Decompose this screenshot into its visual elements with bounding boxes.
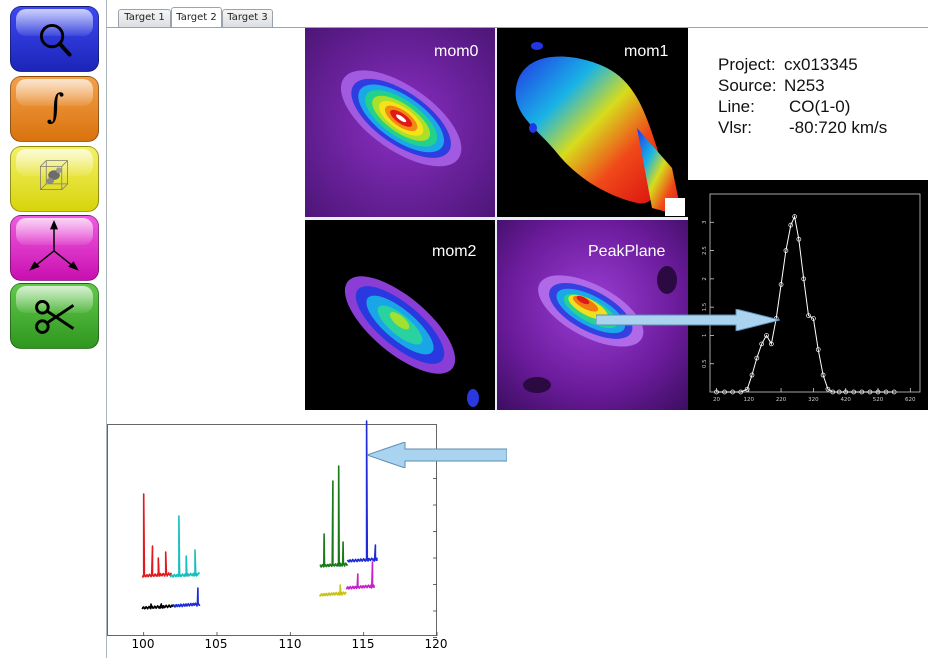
scissors-icon <box>35 300 75 334</box>
spectrum-point <box>759 341 765 347</box>
spectrum-point <box>778 282 784 287</box>
source-key: Source: <box>718 76 777 95</box>
spectrum-point <box>769 341 774 347</box>
mom0-map-image <box>305 28 495 217</box>
pointer-arrow <box>367 442 507 468</box>
spectrum-point <box>875 389 881 395</box>
spectrum-xtick-label: 20 <box>713 397 720 403</box>
spectrum-ytick-label: 0.5 <box>702 359 708 368</box>
tab-target-1[interactable]: Target 1 <box>118 9 171 27</box>
magnifier-icon <box>39 23 72 57</box>
axes-icon <box>29 219 79 271</box>
spectrum-point <box>811 316 816 321</box>
spectrum-xtick-label: 520 <box>873 397 884 403</box>
spectrum-ytick-label: 2.5 <box>702 246 708 255</box>
mom2-map-image <box>305 220 495 410</box>
lineplot-xtick: 120 <box>424 637 448 651</box>
vlsr-value: -80:720 km/s <box>789 118 888 137</box>
line-plot-frame <box>107 424 437 636</box>
spectral-trace <box>318 584 347 597</box>
spectrum-point <box>783 248 789 253</box>
search-button[interactable] <box>10 6 99 72</box>
project-value: cx013345 <box>784 55 858 74</box>
spectrum-ytick-label: 3 <box>702 220 708 224</box>
cube-view-button[interactable] <box>10 146 99 212</box>
lineplot-xtick: 110 <box>278 637 302 651</box>
spectrum-ytick-label: 1 <box>702 334 708 338</box>
source-value: N253 <box>784 76 825 95</box>
spectrum-point <box>788 222 794 228</box>
line-plot-canvas[interactable] <box>106 420 448 658</box>
spectrum-axes-frame <box>709 193 921 393</box>
spectrum-point <box>867 389 873 395</box>
spectrum-ytick-label: 2 <box>702 277 708 281</box>
cut-button[interactable] <box>10 283 99 349</box>
spectrum-xtick-label: 120 <box>744 397 755 403</box>
spectral-trace <box>319 465 349 568</box>
spectrum-point <box>815 347 821 352</box>
cube-icon <box>40 160 68 191</box>
vlsr-key: Vlsr: <box>718 118 752 137</box>
axes-button[interactable] <box>10 215 99 281</box>
spectral-trace <box>172 587 201 608</box>
mom1-map-panel[interactable]: mom1 <box>497 28 688 217</box>
line-key: Line: <box>718 97 755 116</box>
peakplane-label: PeakPlane <box>588 243 666 260</box>
spectrum-point <box>851 389 857 395</box>
lineplot-xtick: 100 <box>131 637 155 651</box>
mom0-label: mom0 <box>434 43 479 60</box>
lineplot-xtick: 115 <box>351 637 375 651</box>
tab-baseline <box>107 27 928 28</box>
project-key: Project: <box>718 55 776 74</box>
spectral-trace <box>141 603 174 610</box>
panel-gap <box>495 28 497 410</box>
tab-target-2[interactable]: Target 2 <box>171 7 222 28</box>
spectrum-point <box>749 372 755 378</box>
peak-to-spectrum-arrow <box>596 309 780 331</box>
spectral-trace <box>141 493 173 578</box>
spectrum-point <box>764 333 769 338</box>
spectrum-point <box>891 389 897 395</box>
integrate-button[interactable]: ∫ <box>10 76 99 142</box>
spectrum-line <box>716 214 895 393</box>
spectrum-plot[interactable]: 20 120 220 320 420 520 620 0.5 1 1.5 2 2.5 3 <box>688 180 928 410</box>
spectrum-point <box>754 355 760 361</box>
spectrum-point <box>744 386 750 392</box>
integral-icon: ∫ <box>46 87 65 127</box>
mom2-label: mom2 <box>432 243 477 260</box>
spectrum-xtick-label: 420 <box>840 397 851 403</box>
spectral-trace <box>169 515 201 578</box>
spectrum-point <box>820 372 826 378</box>
spectrum-point <box>843 389 849 395</box>
spectrum-point <box>830 389 836 395</box>
spectrum-point <box>730 389 735 395</box>
spectrum-point <box>859 389 865 395</box>
spectrum-xtick-label: 620 <box>905 397 916 403</box>
line-value: CO(1-0) <box>789 97 851 116</box>
mom1-label: mom1 <box>624 43 669 60</box>
mom2-map-panel[interactable]: mom2 <box>305 220 495 410</box>
mom0-map-panel[interactable]: mom0 <box>305 28 495 217</box>
spectrum-point <box>714 389 719 395</box>
spectral-trace <box>345 561 375 590</box>
spectrum-point <box>792 214 797 219</box>
spectrum-point <box>738 389 744 395</box>
spectrum-point <box>796 236 802 242</box>
tab-target-3[interactable]: Target 3 <box>222 9 273 27</box>
spectral-trace <box>346 420 378 563</box>
spectrum-point <box>806 313 811 318</box>
lineplot-xtick: 105 <box>204 637 228 651</box>
spectrum-xtick-label: 220 <box>776 397 787 403</box>
spectrum-point <box>801 276 807 282</box>
spectrum-plot-canvas: 20 120 220 320 420 520 620 0.5 1 1.5 2 2.5 3 <box>702 193 921 403</box>
spectrum-point <box>722 389 727 395</box>
spectrum-ytick-label: 1.5 <box>702 302 708 311</box>
toolbar-divider <box>106 0 107 658</box>
spectrum-xtick-label: 320 <box>808 397 819 403</box>
mom1-map-image <box>497 28 688 217</box>
spectrum-point <box>883 389 889 395</box>
tool-sidebar: ∫ <box>0 0 106 658</box>
spectrum-point <box>825 386 831 392</box>
spectrum-point <box>836 389 842 395</box>
